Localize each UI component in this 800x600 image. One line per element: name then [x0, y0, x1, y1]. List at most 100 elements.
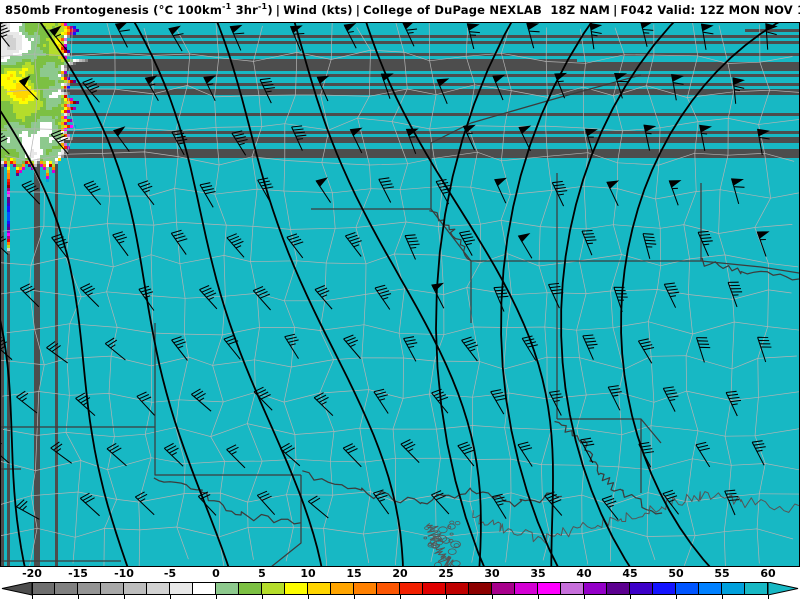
barb-full: [642, 28, 654, 31]
wind-barb: [1, 234, 9, 255]
barb-staff: [493, 287, 505, 312]
barb-staff: [662, 493, 680, 515]
barb-full: [435, 495, 446, 501]
wind-barb: [435, 178, 452, 205]
barb-full: [191, 388, 201, 395]
wind-barb: [400, 439, 420, 463]
barb-full: [643, 451, 654, 454]
county-line: [283, 23, 298, 562]
barb-staff: [663, 284, 677, 308]
barb-full: [116, 236, 127, 241]
barb-full: [733, 186, 745, 188]
wind-barb: [517, 441, 533, 467]
barb-full: [668, 291, 680, 295]
barb-staff: [342, 447, 362, 468]
title-units-exp2: -1: [258, 2, 268, 12]
wind-barb: [170, 229, 188, 255]
colorbar-band: [285, 582, 308, 595]
height-contour: [365, 23, 554, 566]
barb-full: [26, 185, 37, 191]
barb-full: [228, 235, 240, 241]
colorbar-band: [446, 582, 469, 595]
state-line: [311, 208, 561, 262]
barb-staff: [313, 397, 334, 416]
wind-barb: [378, 177, 394, 203]
barb-full: [262, 186, 274, 190]
barb-full: [231, 130, 243, 134]
colorbar-low-arrow: [1, 582, 32, 596]
barb-full: [698, 230, 709, 233]
wind-barb: [291, 125, 307, 151]
bay-island: [440, 555, 447, 560]
barb-full: [313, 392, 324, 399]
barb-full: [21, 180, 32, 186]
map-canvas[interactable]: [1, 23, 799, 566]
barb-full: [139, 183, 151, 188]
barb-staff: [314, 289, 333, 310]
barb-full: [19, 500, 28, 509]
barb-pennant: [606, 180, 620, 190]
barb-staff: [404, 235, 416, 260]
colorbar-tick: [400, 595, 401, 599]
barb-full: [433, 391, 444, 397]
bay-island: [450, 540, 461, 549]
barb-full: [405, 339, 416, 343]
barb-full: [105, 337, 115, 345]
barb-full: [582, 334, 594, 337]
barb-staff: [344, 235, 362, 257]
barb-half: [87, 292, 93, 296]
colorbar-tick-label: -5: [163, 567, 177, 580]
barb-full: [55, 238, 66, 244]
barb-half: [588, 347, 595, 349]
barb-full: [665, 285, 677, 288]
barb-full: [583, 233, 594, 235]
barb-full: [377, 494, 388, 500]
barb-full: [168, 447, 179, 454]
title-product: 850mb Frontogenesis: [5, 3, 149, 17]
barb-half: [171, 452, 177, 456]
barb-full: [57, 137, 68, 143]
barb-full: [643, 346, 655, 351]
wind-barb: [490, 389, 507, 415]
river-boundary: [701, 257, 799, 281]
county-line: [538, 27, 553, 561]
wind-barb: [404, 234, 420, 260]
colorbar-band: [469, 582, 492, 595]
wind-barb: [518, 125, 532, 152]
bay-island: [447, 548, 457, 555]
wind-barb: [695, 337, 711, 363]
barb-full: [1, 23, 4, 24]
barb-full: [585, 239, 597, 242]
wind-barb: [284, 333, 299, 359]
barb-half: [465, 242, 472, 246]
barb-half: [703, 243, 710, 246]
barb-full: [228, 340, 239, 345]
map-frame[interactable]: [0, 22, 800, 567]
bay-island: [447, 523, 456, 530]
barb-full: [175, 341, 186, 346]
barb-staff: [259, 79, 272, 104]
wind-barb: [315, 177, 332, 203]
wind-barb: [662, 489, 680, 515]
barb-half: [198, 397, 205, 402]
colorbar-band: [262, 582, 285, 595]
barb-full: [664, 492, 676, 497]
barb-full: [728, 499, 740, 502]
wind-barb: [46, 341, 68, 364]
wind-barb: [137, 180, 155, 206]
barb-pennant: [402, 23, 413, 30]
wind-barb: [231, 130, 248, 156]
barb-full: [549, 285, 561, 289]
barb-half: [442, 191, 449, 194]
barb-half: [557, 80, 564, 83]
barb-full: [643, 236, 655, 239]
river-boundary: [302, 470, 562, 508]
barb-staff: [637, 340, 653, 364]
barb-full: [226, 233, 237, 239]
barb-full: [342, 443, 353, 449]
barb-pennant: [756, 231, 770, 239]
barb-staff: [171, 131, 185, 156]
barb-full: [582, 440, 593, 444]
barb-full: [464, 239, 475, 243]
colorbar-tick: [78, 595, 79, 599]
